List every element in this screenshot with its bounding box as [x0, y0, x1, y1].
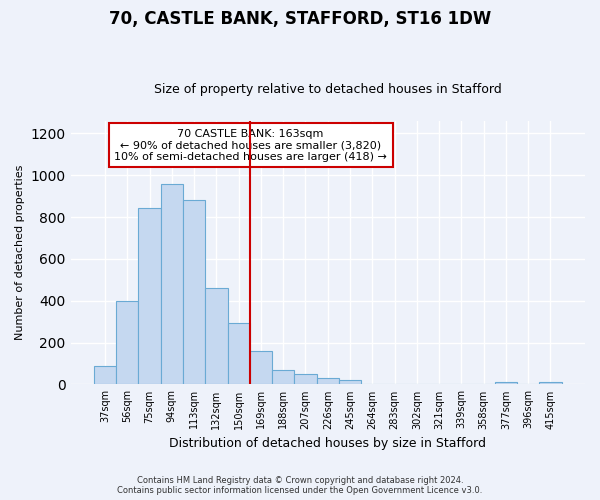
Bar — [272, 370, 295, 384]
Bar — [339, 380, 361, 384]
Title: Size of property relative to detached houses in Stafford: Size of property relative to detached ho… — [154, 83, 502, 96]
Text: Contains HM Land Registry data © Crown copyright and database right 2024.
Contai: Contains HM Land Registry data © Crown c… — [118, 476, 482, 495]
Y-axis label: Number of detached properties: Number of detached properties — [15, 165, 25, 340]
X-axis label: Distribution of detached houses by size in Stafford: Distribution of detached houses by size … — [169, 437, 486, 450]
Bar — [539, 382, 562, 384]
Bar — [227, 322, 250, 384]
Bar — [205, 288, 227, 384]
Bar — [495, 382, 517, 384]
Text: 70, CASTLE BANK, STAFFORD, ST16 1DW: 70, CASTLE BANK, STAFFORD, ST16 1DW — [109, 10, 491, 28]
Bar — [116, 300, 139, 384]
Bar — [94, 366, 116, 384]
Bar — [161, 184, 183, 384]
Bar — [295, 374, 317, 384]
Bar — [183, 200, 205, 384]
Text: 70 CASTLE BANK: 163sqm
← 90% of detached houses are smaller (3,820)
10% of semi-: 70 CASTLE BANK: 163sqm ← 90% of detached… — [114, 128, 387, 162]
Bar — [139, 208, 161, 384]
Bar — [317, 378, 339, 384]
Bar — [250, 351, 272, 384]
